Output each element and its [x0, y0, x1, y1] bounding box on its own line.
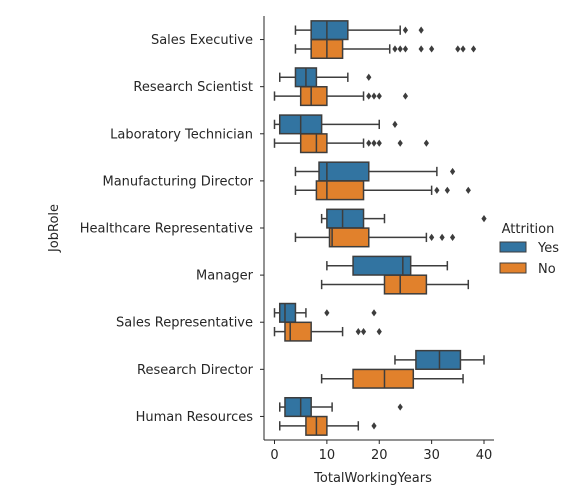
outlier-point	[376, 92, 382, 100]
legend-swatch-no	[499, 262, 527, 274]
outlier-point	[455, 45, 461, 53]
box-iqr	[326, 208, 365, 229]
boxes-group	[273, 20, 487, 436]
box-no-3	[273, 133, 429, 154]
outlier-point	[465, 186, 471, 194]
legend: Attrition Yes No	[499, 222, 559, 277]
box-yes-7	[273, 302, 377, 323]
outlier-point	[439, 233, 445, 241]
legend-swatch-yes	[499, 241, 527, 253]
legend-title: Attrition	[502, 222, 555, 237]
outlier-point	[371, 422, 377, 430]
outlier-point	[423, 139, 429, 147]
box-no-2	[273, 86, 409, 107]
box-yes-4	[294, 161, 456, 182]
outlier-point	[418, 45, 424, 53]
x-tick-label: 40	[476, 448, 493, 463]
box-iqr	[352, 368, 415, 389]
outlier-point	[429, 233, 435, 241]
box-iqr	[299, 133, 328, 154]
outlier-point	[470, 45, 477, 53]
outlier-point	[392, 120, 398, 128]
y-axis-ticks: Sales Executive Research Scientist Laborat…	[80, 33, 264, 425]
box-yes-5	[320, 208, 487, 229]
y-tick-label: Healthcare Representative	[80, 222, 253, 237]
box-iqr	[328, 227, 370, 248]
box-no-6	[320, 274, 470, 295]
y-axis-title: JobRole	[47, 204, 62, 253]
outlier-point	[371, 92, 377, 100]
y-tick-label: Sales Representative	[116, 316, 253, 331]
outlier-point	[376, 328, 382, 336]
y-tick-label: Manufacturing Director	[103, 174, 254, 189]
box-yes-9	[278, 396, 403, 418]
outlier-point	[444, 186, 450, 194]
plot-area: Sales Executive Research Scientist Laborat…	[80, 16, 494, 463]
box-iqr	[383, 274, 428, 295]
box-no-7	[273, 321, 382, 342]
outlier-point	[460, 45, 466, 53]
y-tick-label: Research Director	[137, 363, 254, 378]
y-tick-label: Research Scientist	[133, 80, 253, 95]
outlier-point	[392, 45, 398, 53]
box-yes-2	[278, 67, 372, 88]
box-iqr	[284, 321, 312, 342]
outlier-point	[397, 45, 403, 53]
box-yes-8	[394, 349, 485, 370]
x-tick-label: 10	[319, 448, 336, 463]
box-iqr	[299, 86, 328, 107]
box-no-4	[294, 180, 471, 201]
legend-label-yes: Yes	[537, 241, 559, 256]
outlier-point	[355, 328, 361, 336]
box-no-1	[294, 38, 477, 60]
outlier-point	[449, 167, 456, 176]
box-iqr	[310, 20, 349, 41]
outlier-point	[360, 328, 367, 336]
box-yes-1	[294, 20, 424, 41]
box-no-9	[278, 415, 377, 436]
x-axis-title: TotalWorkingYears	[313, 471, 432, 486]
box-iqr	[315, 180, 365, 201]
outlier-point	[434, 186, 440, 194]
box-iqr	[278, 302, 297, 323]
series-yes	[273, 20, 487, 418]
outlier-point	[397, 139, 403, 147]
outlier-point	[376, 139, 382, 147]
outlier-point	[366, 92, 372, 100]
series-no	[273, 38, 477, 436]
box-iqr	[284, 396, 312, 418]
outlier-point	[324, 309, 330, 317]
y-tick-label: Sales Executive	[151, 33, 253, 48]
y-tick-label: Human Resources	[136, 410, 254, 425]
outlier-point	[402, 45, 409, 53]
x-tick-label: 20	[371, 448, 388, 463]
y-tick-label: Laboratory Technician	[110, 127, 253, 142]
outlier-point	[366, 73, 372, 81]
outlier-point	[481, 215, 487, 223]
y-tick-label: Manager	[196, 269, 254, 284]
outlier-point	[371, 139, 377, 147]
outlier-point	[402, 92, 409, 100]
outlier-point	[449, 233, 456, 241]
legend-label-no: No	[538, 262, 556, 277]
outlier-point	[418, 26, 424, 34]
outlier-point	[371, 309, 377, 317]
box-no-8	[320, 368, 464, 389]
x-axis-ticks: 0 10 20 30 40	[270, 440, 492, 463]
outlier-point	[402, 26, 409, 34]
box-iqr	[352, 255, 412, 276]
outlier-point	[397, 403, 403, 411]
outlier-point	[429, 45, 435, 53]
box-no-5	[294, 227, 456, 248]
box-yes-3	[273, 114, 398, 135]
outlier-point	[366, 139, 372, 147]
box-iqr	[415, 349, 462, 370]
x-tick-label: 0	[270, 448, 278, 463]
x-tick-label: 30	[423, 448, 440, 463]
box-yes-6	[326, 255, 449, 276]
